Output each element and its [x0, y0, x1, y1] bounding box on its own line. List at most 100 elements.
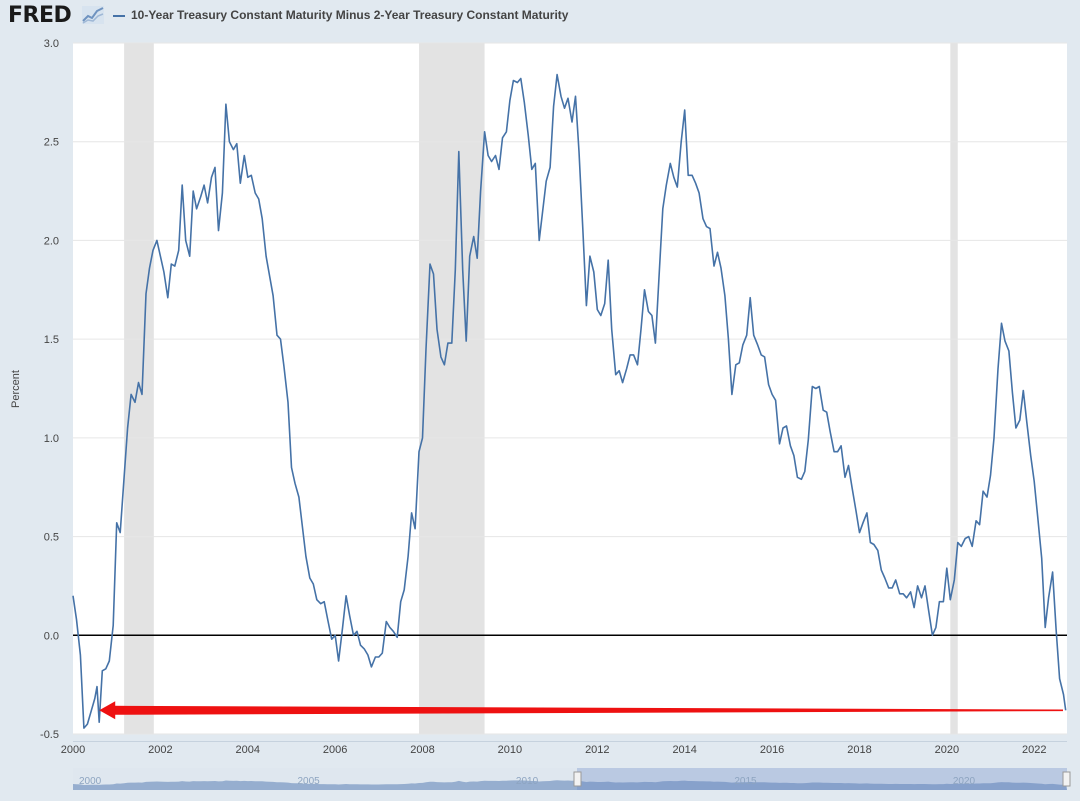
data-point[interactable]: [333, 633, 337, 637]
data-point[interactable]: [675, 185, 679, 189]
data-point[interactable]: [253, 191, 257, 195]
series-line[interactable]: [72, 73, 1067, 729]
data-point[interactable]: [537, 238, 541, 242]
data-point[interactable]: [74, 617, 78, 621]
data-point[interactable]: [380, 651, 384, 655]
fred-logo[interactable]: FRED: [8, 3, 72, 28]
data-point[interactable]: [981, 489, 985, 493]
data-point[interactable]: [210, 175, 214, 179]
data-point[interactable]: [920, 596, 924, 600]
data-point[interactable]: [636, 363, 640, 367]
data-point[interactable]: [268, 274, 272, 278]
data-point[interactable]: [759, 353, 763, 357]
data-point[interactable]: [504, 130, 508, 134]
data-point[interactable]: [300, 525, 304, 529]
data-point[interactable]: [792, 454, 796, 458]
data-point[interactable]: [868, 540, 872, 544]
data-point[interactable]: [344, 594, 348, 598]
data-point[interactable]: [341, 625, 345, 629]
data-point[interactable]: [1054, 627, 1058, 631]
data-point[interactable]: [985, 495, 989, 499]
data-point[interactable]: [238, 181, 242, 185]
data-point[interactable]: [617, 369, 621, 373]
data-point[interactable]: [169, 262, 173, 266]
data-point[interactable]: [242, 154, 246, 158]
data-point[interactable]: [650, 313, 654, 317]
data-point[interactable]: [592, 270, 596, 274]
data-point[interactable]: [767, 383, 771, 387]
data-point[interactable]: [1010, 390, 1014, 394]
data-point[interactable]: [748, 296, 752, 300]
data-point[interactable]: [614, 373, 618, 377]
data-point[interactable]: [737, 361, 741, 365]
data-point[interactable]: [421, 436, 425, 440]
data-point[interactable]: [876, 548, 880, 552]
data-point[interactable]: [664, 183, 668, 187]
data-point[interactable]: [603, 302, 607, 306]
data-point[interactable]: [799, 477, 803, 481]
data-point[interactable]: [1040, 556, 1044, 560]
data-point[interactable]: [784, 424, 788, 428]
data-point[interactable]: [366, 653, 370, 657]
data-point[interactable]: [555, 73, 559, 77]
data-point[interactable]: [337, 659, 341, 663]
data-point[interactable]: [289, 465, 293, 469]
data-point[interactable]: [577, 150, 581, 154]
data-point[interactable]: [82, 726, 86, 730]
data-point[interactable]: [311, 582, 315, 586]
data-point[interactable]: [111, 623, 115, 627]
data-point[interactable]: [216, 229, 220, 233]
data-point[interactable]: [166, 296, 170, 300]
navigator-handle-right[interactable]: [1062, 771, 1071, 787]
data-point[interactable]: [599, 313, 603, 317]
data-point[interactable]: [206, 201, 210, 205]
data-point[interactable]: [410, 511, 414, 515]
series-legend[interactable]: 10-Year Treasury Constant Maturity Minus…: [113, 8, 568, 22]
data-point[interactable]: [508, 98, 512, 102]
data-point[interactable]: [144, 292, 148, 296]
data-point[interactable]: [71, 594, 75, 598]
data-point[interactable]: [657, 268, 661, 272]
data-point[interactable]: [1043, 625, 1047, 629]
data-point[interactable]: [857, 531, 861, 535]
data-point[interactable]: [752, 333, 756, 337]
data-point[interactable]: [486, 154, 490, 158]
data-point[interactable]: [963, 537, 967, 541]
data-point[interactable]: [726, 337, 730, 341]
data-point[interactable]: [522, 100, 526, 104]
data-point[interactable]: [686, 173, 690, 177]
data-point[interactable]: [883, 576, 887, 580]
data-point[interactable]: [282, 365, 286, 369]
data-point[interactable]: [297, 495, 301, 499]
data-point[interactable]: [202, 183, 206, 187]
data-point[interactable]: [850, 485, 854, 489]
data-point[interactable]: [78, 653, 82, 657]
data-point[interactable]: [472, 234, 476, 238]
data-point[interactable]: [220, 191, 224, 195]
data-point[interactable]: [588, 254, 592, 258]
data-point[interactable]: [541, 209, 545, 213]
data-point[interactable]: [1062, 693, 1066, 697]
data-point[interactable]: [89, 708, 93, 712]
data-point[interactable]: [952, 578, 956, 582]
data-point[interactable]: [937, 600, 941, 604]
data-point[interactable]: [646, 310, 650, 314]
data-point[interactable]: [905, 596, 909, 600]
data-point[interactable]: [326, 617, 330, 621]
data-point[interactable]: [610, 327, 614, 331]
data-point[interactable]: [533, 161, 537, 165]
data-point[interactable]: [715, 250, 719, 254]
data-point[interactable]: [147, 266, 151, 270]
data-point[interactable]: [155, 238, 159, 242]
data-point[interactable]: [795, 475, 799, 479]
data-point[interactable]: [129, 392, 133, 396]
data-point[interactable]: [1021, 388, 1025, 392]
data-point[interactable]: [315, 598, 319, 602]
data-point[interactable]: [930, 633, 934, 637]
data-point[interactable]: [246, 175, 250, 179]
data-point[interactable]: [1032, 479, 1036, 483]
data-point[interactable]: [948, 598, 952, 602]
data-point[interactable]: [563, 106, 567, 110]
data-point[interactable]: [286, 400, 290, 404]
data-point[interactable]: [494, 154, 498, 158]
